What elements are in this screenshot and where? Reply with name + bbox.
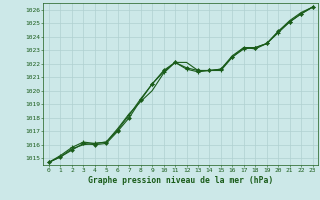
X-axis label: Graphe pression niveau de la mer (hPa): Graphe pression niveau de la mer (hPa) (88, 176, 273, 185)
